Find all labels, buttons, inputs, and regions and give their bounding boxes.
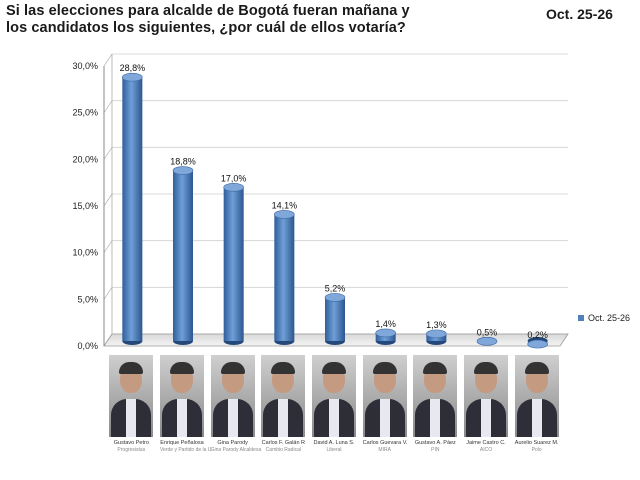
data-label: 14,1%: [272, 200, 298, 210]
y-tick-label: 20,0%: [72, 154, 98, 164]
candidate-photo: [261, 355, 306, 437]
candidate-card: Aurelio Suarez M. Polo: [514, 355, 559, 453]
bar: [122, 77, 143, 341]
candidate-photo: [514, 355, 559, 437]
candidate-photo: [464, 355, 508, 437]
candidate-party: Verde y Partido de la U: [160, 446, 212, 453]
candidate-photo: [362, 355, 407, 437]
bar: [223, 187, 244, 341]
data-label: 0,2%: [527, 330, 548, 340]
y-tick-label: 15,0%: [72, 201, 98, 211]
candidate-name: David A. Luna S.: [313, 440, 355, 446]
grid-diagonal: [103, 287, 113, 300]
y-tick-label: 10,0%: [72, 248, 98, 258]
chart-title-line-1: Si las elecciones para alcalde de Bogotá…: [6, 3, 410, 19]
bar: [274, 214, 295, 341]
candidate-party: Liberal: [326, 446, 342, 453]
candidate-party: Cambio Radical: [265, 446, 301, 453]
bar-top: [324, 293, 346, 302]
candidate-card: Gina Parody Gina Parody Alcaldesa: [210, 355, 262, 453]
candidate-photos-row: Gustavo Petro Progresistas Enrique Peñalos…: [106, 355, 559, 470]
chart-title: Si las elecciones para alcalde de Bogotá…: [6, 3, 476, 37]
data-label: 1,4%: [375, 319, 396, 329]
candidate-card: Jaime Castro C. AICO: [464, 355, 508, 453]
candidate-name: Gustavo Petro: [113, 440, 149, 446]
bar-top: [426, 329, 447, 339]
candidate-card: Gustavo A. Páez PIN: [413, 355, 458, 453]
data-label: 18,8%: [170, 157, 196, 167]
y-tick-label: 5,0%: [77, 294, 98, 304]
chart-legend: Oct. 25-26: [578, 313, 630, 323]
data-label: 0,5%: [477, 327, 498, 337]
candidate-name: Enrique Peñalosa: [160, 440, 204, 446]
candidate-party: PIN: [431, 446, 440, 453]
candidate-photo: [413, 355, 458, 437]
data-label: 28,8%: [120, 63, 146, 73]
bar-top: [274, 210, 295, 219]
candidate-photo: [160, 355, 204, 437]
y-tick-label: 25,0%: [72, 108, 98, 118]
y-tick-label: 30,0%: [72, 61, 98, 71]
candidate-card: Carlos F. Galán R Cambio Radical: [261, 355, 306, 453]
candidate-photo: [210, 355, 255, 437]
grid-diagonal: [103, 147, 113, 160]
candidate-photo: [109, 355, 154, 437]
legend-swatch: [578, 315, 584, 321]
candidate-card: Enrique Peñalosa Verde y Partido de la U: [160, 355, 212, 453]
candidate-party: Gina Parody Alcaldesa: [210, 446, 262, 453]
legend-label: Oct. 25-26: [588, 313, 631, 323]
grid-diagonal: [103, 100, 113, 113]
bar-top: [527, 339, 548, 349]
grid-diagonal: [103, 193, 113, 207]
bar-top: [375, 328, 396, 338]
candidate-name: Jaime Castro C.: [466, 440, 506, 446]
date-label: Oct. 25-26: [546, 6, 613, 22]
data-label: 5,2%: [325, 283, 346, 293]
y-tick-label: 0,0%: [77, 341, 98, 351]
candidate-name: Gustavo A. Páez: [414, 440, 456, 446]
candidate-party: Polo: [531, 446, 542, 453]
grid-diagonal: [103, 240, 113, 253]
candidate-party: MIRA: [378, 446, 391, 453]
grid-diagonal: [103, 53, 113, 67]
data-label: 17,0%: [221, 173, 247, 183]
candidate-card: Gustavo Petro Progresistas: [109, 355, 154, 453]
bar-top: [223, 183, 244, 192]
bar-top: [122, 72, 143, 82]
bar: [325, 297, 345, 341]
bar: [173, 170, 193, 341]
chart-title-line-2: los candidatos los siguientes, ¿por cuál…: [6, 20, 406, 36]
candidate-party: AICO: [479, 446, 493, 453]
candidate-card: David A. Luna S. Liberal: [312, 355, 356, 453]
candidate-name: Aurelio Suarez M.: [514, 440, 559, 446]
candidate-photo: [312, 355, 356, 437]
bar-top: [172, 166, 194, 175]
candidate-name: Gina Parody: [217, 440, 248, 446]
bar-top: [476, 337, 498, 346]
data-label: 1,3%: [426, 320, 447, 330]
candidate-name: Carlos F. Galán R: [261, 440, 306, 446]
candidate-card: Carlos Guevara V. MIRA: [362, 355, 408, 453]
candidate-party: Progresistas: [117, 446, 146, 453]
candidate-name: Carlos Guevara V.: [362, 440, 408, 446]
